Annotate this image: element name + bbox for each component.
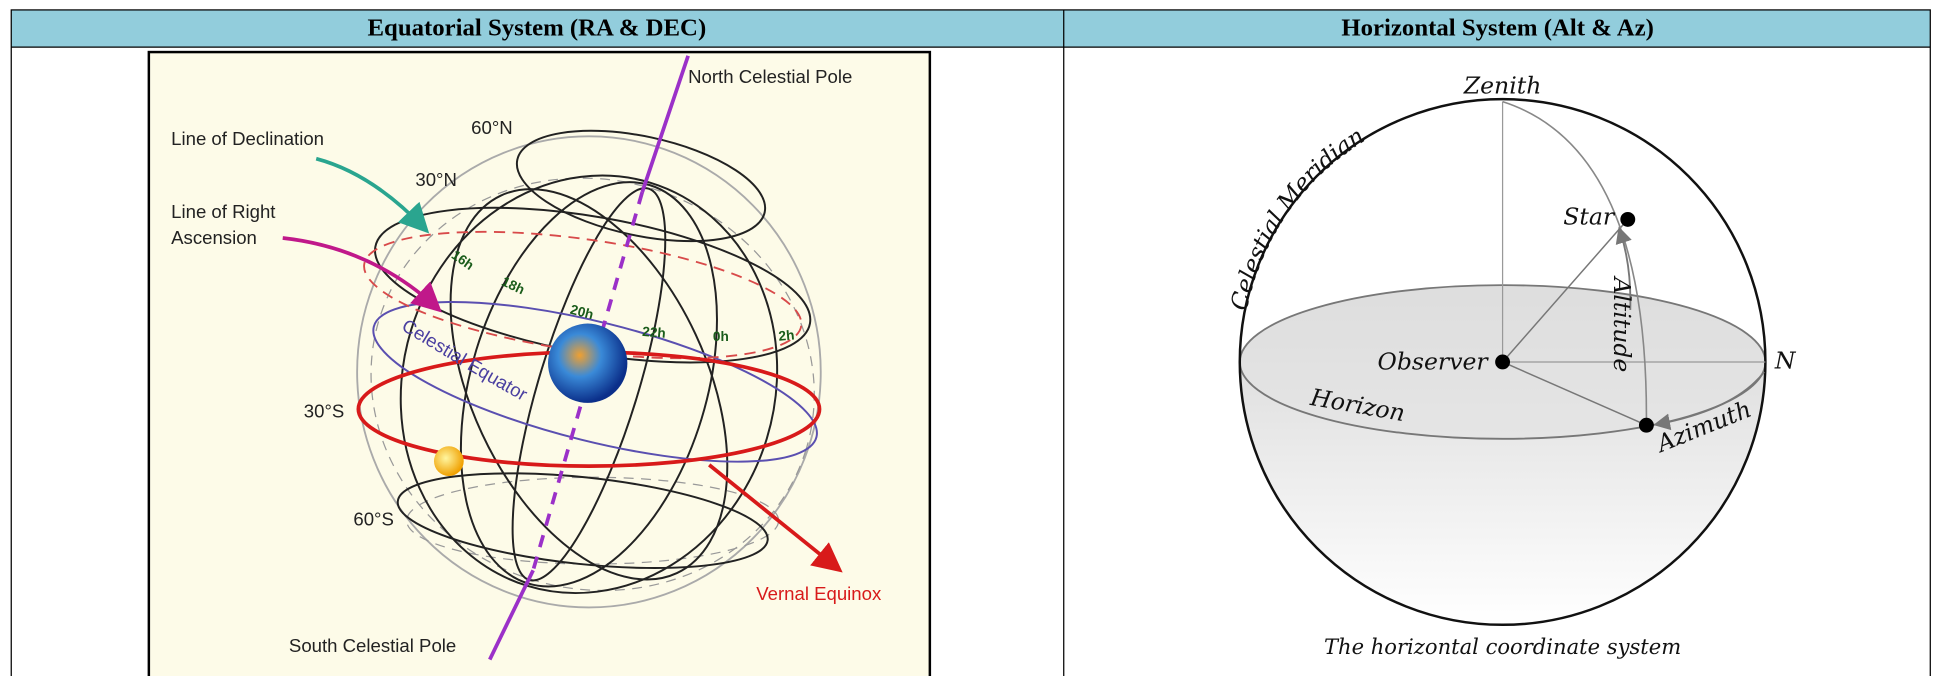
diagram-label: 60°S: [353, 509, 394, 530]
diagram-label: 30°N: [415, 169, 457, 190]
diagram-label: Altitude: [1608, 275, 1636, 372]
diagram-label: Ascension: [171, 227, 257, 248]
diagram-label: South Celestial Pole: [289, 635, 456, 656]
diagram-label: Line of Declination: [171, 128, 324, 149]
table-border: [10, 9, 1931, 676]
hour-label: 2h: [778, 327, 795, 343]
diagram-label: Celestial Meridian: [1224, 121, 1368, 313]
diagram-label: Line of Right: [171, 201, 276, 222]
hour-label: 0h: [713, 329, 729, 344]
header-row: [11, 9, 1931, 48]
diagram-label: N: [1774, 346, 1797, 374]
diagram-label: Star: [1563, 203, 1616, 231]
diagram-label: 30°S: [304, 401, 345, 422]
hour-label: 20h: [569, 302, 596, 323]
diagram-label: North Celestial Pole: [688, 66, 852, 87]
hour-label: 22h: [642, 324, 667, 341]
diagram-label: Celestial Meridian: [1224, 121, 1368, 313]
diagram-label: Observer: [1378, 348, 1490, 376]
column-header: Horizontal System (Alt & Az): [1341, 14, 1653, 41]
diagram-label: Vernal Equinox: [756, 583, 882, 604]
caption: The horizontal coordinate system: [1324, 634, 1681, 659]
horizontal-diagram: Celestial Meridian The horizontal coordi…: [1224, 97, 1767, 659]
diagram-label: Zenith: [1463, 71, 1542, 99]
column-header: Equatorial System (RA & DEC): [368, 14, 707, 41]
diagram-label: 60°N: [471, 117, 513, 138]
equatorial-diagram: Celestial Equator: [147, 50, 932, 676]
